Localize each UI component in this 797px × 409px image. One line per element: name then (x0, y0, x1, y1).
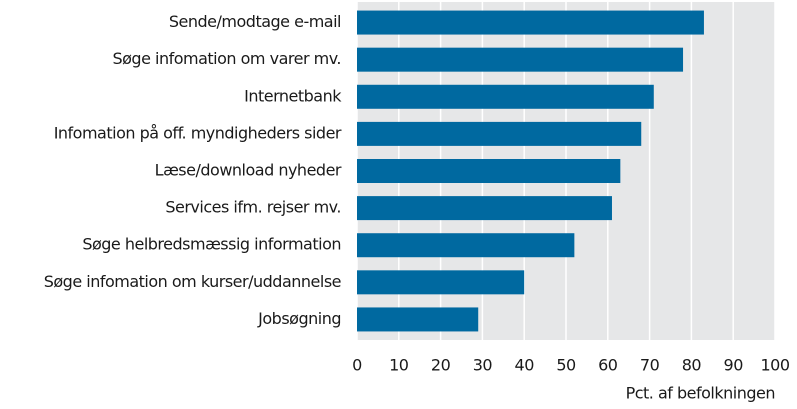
y-tick-label: Jobsøgning (257, 309, 341, 328)
x-tick-label: 90 (724, 356, 744, 375)
bar (357, 84, 654, 109)
x-tick-label: 0 (352, 356, 362, 375)
x-axis-label: Pct. af befolkningen (626, 384, 775, 403)
x-tick-label: 100 (760, 356, 789, 375)
x-tick-label: 50 (556, 356, 576, 375)
y-tick-label: Services ifm. rejser mv. (165, 198, 341, 217)
bar (357, 10, 704, 35)
x-tick-label: 30 (473, 356, 493, 375)
x-tick-label: 80 (682, 356, 702, 375)
x-tick-label: 20 (431, 356, 451, 375)
bar (357, 196, 612, 221)
y-tick-label: Søge helbredsmæssig information (82, 235, 341, 254)
x-tick-label: 10 (389, 356, 409, 375)
y-tick-label: Søge infomation om kurser/uddannelse (44, 272, 341, 291)
x-tick-label: 70 (640, 356, 660, 375)
y-tick-label: Internetbank (244, 86, 342, 105)
bar (357, 47, 684, 72)
x-tick-label: 40 (515, 356, 535, 375)
bar (357, 270, 525, 295)
bar (357, 233, 575, 258)
bar (357, 307, 479, 332)
bar (357, 159, 621, 183)
y-tick-label: Sende/modtage e-mail (169, 12, 341, 31)
x-tick-label: 60 (598, 356, 618, 375)
y-tick-label: Infomation på off. myndigheders sider (54, 123, 342, 142)
y-tick-label: Søge infomation om varer mv. (112, 49, 341, 68)
bar (357, 121, 642, 146)
y-tick-label: Læse/download nyheder (155, 161, 342, 180)
